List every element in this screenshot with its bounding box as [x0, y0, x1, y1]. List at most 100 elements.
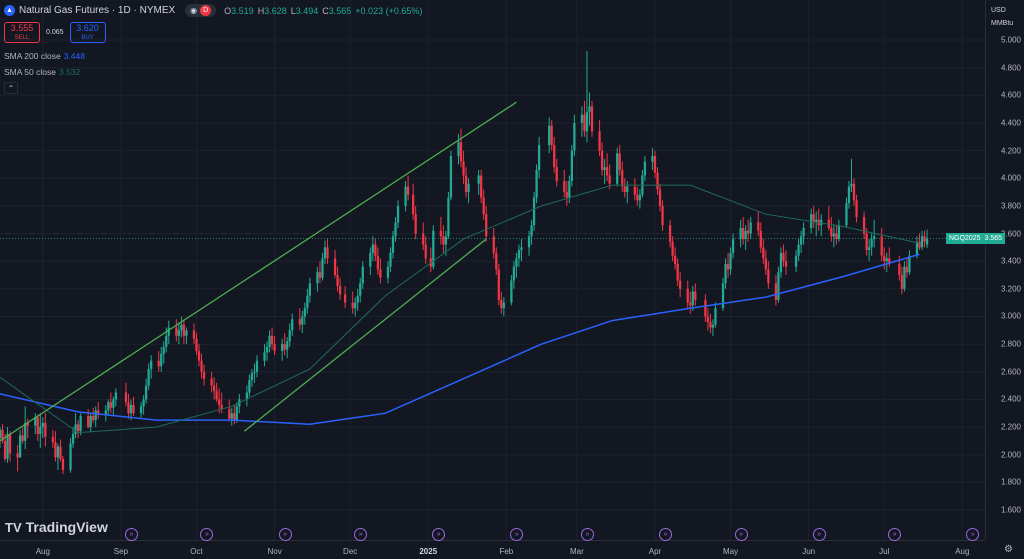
- economic-event-icon[interactable]: »: [888, 528, 902, 541]
- candle-body: [21, 435, 24, 441]
- candle-body: [830, 228, 833, 237]
- economic-event-icon[interactable]: »: [812, 528, 826, 541]
- economic-event-icon[interactable]: »: [432, 528, 446, 541]
- candle-body: [762, 247, 765, 259]
- economic-event-icon[interactable]: »: [734, 528, 748, 541]
- candle-body: [250, 373, 254, 381]
- candle-body: [485, 214, 488, 237]
- economic-event-icon[interactable]: »: [354, 528, 368, 541]
- candle-body: [676, 263, 679, 281]
- candle-body: [215, 391, 218, 400]
- economic-event-icon[interactable]: »: [124, 528, 138, 541]
- candle-body: [233, 413, 236, 421]
- candle-body: [555, 167, 558, 181]
- economic-event-icon[interactable]: »: [510, 528, 524, 541]
- candle-body: [480, 175, 483, 198]
- economic-event-icon[interactable]: »: [966, 528, 980, 541]
- candle-body: [653, 156, 657, 173]
- candle-body: [167, 327, 170, 336]
- trade-panel: 3.555 SELL 0.065 3.620 BUY: [4, 22, 106, 43]
- candle-body: [301, 316, 304, 325]
- candle-body: [832, 233, 835, 237]
- candle-body: [532, 197, 536, 226]
- time-tick-label: Nov: [267, 547, 282, 556]
- candle-body: [482, 197, 485, 215]
- candle-body: [643, 161, 647, 176]
- flame-icon: ▲: [4, 5, 15, 16]
- candle-body: [286, 341, 289, 350]
- candle-body: [757, 222, 760, 231]
- spread-value: 0.065: [46, 29, 64, 36]
- candle-body: [61, 458, 65, 470]
- candle-body: [316, 272, 319, 284]
- candle-body: [618, 153, 621, 170]
- candlestick-chart[interactable]: [0, 0, 985, 540]
- symbol-title[interactable]: Natural Gas Futures · 1D · NYMEX: [19, 5, 176, 16]
- visibility-toggle[interactable]: ◉ D: [185, 4, 217, 17]
- candle-body: [177, 330, 180, 336]
- collapse-legend-button[interactable]: ⌃: [4, 82, 18, 94]
- last-price-value: 3.565: [984, 234, 1003, 242]
- candle-body: [220, 404, 223, 410]
- candle-body: [359, 283, 362, 296]
- candle-body: [129, 404, 133, 414]
- candle-body: [323, 247, 327, 259]
- candle-body: [900, 275, 904, 289]
- candle-body: [288, 330, 291, 342]
- candle-body: [918, 241, 921, 248]
- candle-body: [235, 406, 238, 421]
- time-axis[interactable]: Aug Sep Oct Nov Dec 2025 Feb Mar Apr May Jun Jul Aug: [0, 540, 985, 559]
- candle-body: [537, 145, 541, 170]
- candle-body: [767, 269, 770, 284]
- economic-event-icon[interactable]: »: [200, 528, 214, 541]
- candle-body: [706, 316, 710, 322]
- economic-event-icon[interactable]: »: [580, 528, 594, 541]
- candle-body: [449, 156, 453, 198]
- time-tick-label: Feb: [499, 547, 514, 556]
- candle-body: [109, 402, 112, 408]
- buy-button[interactable]: 3.620 BUY: [69, 22, 106, 43]
- candle-body: [439, 230, 442, 237]
- price-tick-label: 3.400: [1000, 256, 1021, 266]
- candle-body: [565, 192, 568, 198]
- symbol-header: ▲ Natural Gas Futures · 1D · NYMEX ◉ D O…: [4, 4, 422, 17]
- candle-body: [361, 266, 364, 284]
- economic-event-icon[interactable]: »: [658, 528, 672, 541]
- candle-body: [580, 114, 584, 123]
- time-tick-label: Aug: [35, 547, 50, 556]
- price-tick-label: 1.800: [1000, 477, 1021, 487]
- candle-body: [139, 406, 143, 414]
- gear-icon[interactable]: ⚙: [1004, 544, 1013, 555]
- candle-body: [835, 233, 838, 240]
- candle-body: [412, 194, 415, 215]
- candle-body: [374, 244, 377, 256]
- candle-body: [636, 194, 639, 201]
- price-axis[interactable]: 5.000 4.800 4.600 4.400 4.200 4.000 3.800 3.600…: [985, 0, 1024, 540]
- sma50-value: 3.532: [58, 67, 81, 77]
- candle-body: [590, 106, 594, 132]
- candle-body: [39, 427, 42, 434]
- candle-body: [802, 228, 805, 237]
- high-label: H: [257, 5, 265, 16]
- candle-body: [903, 266, 906, 289]
- candle-body: [3, 440, 7, 459]
- candle-body: [114, 392, 118, 400]
- sma200-legend[interactable]: SMA 200 close 3.448: [4, 51, 85, 61]
- tradingview-logo[interactable]: TV TradingView: [5, 519, 108, 535]
- sell-button[interactable]: 3.555 SELL: [4, 22, 40, 43]
- candle-body: [467, 183, 470, 193]
- sma50-legend[interactable]: SMA 50 close 3.532: [4, 67, 80, 77]
- chart-pane[interactable]: [0, 0, 985, 540]
- candle-body: [550, 125, 553, 146]
- candle-body: [56, 446, 60, 458]
- currency-unit-selector[interactable]: USD MMBtu: [991, 4, 1013, 30]
- candle-body: [202, 371, 206, 379]
- candle-body: [797, 244, 800, 256]
- unit-label: MMBtu: [991, 20, 1014, 27]
- time-tick-label: Jul: [879, 547, 890, 556]
- low-value: 3.494: [295, 5, 319, 16]
- eye-icon: ◉: [190, 6, 198, 15]
- candle-body: [464, 175, 468, 193]
- economic-event-icon[interactable]: »: [278, 528, 292, 541]
- candle-body: [873, 236, 876, 240]
